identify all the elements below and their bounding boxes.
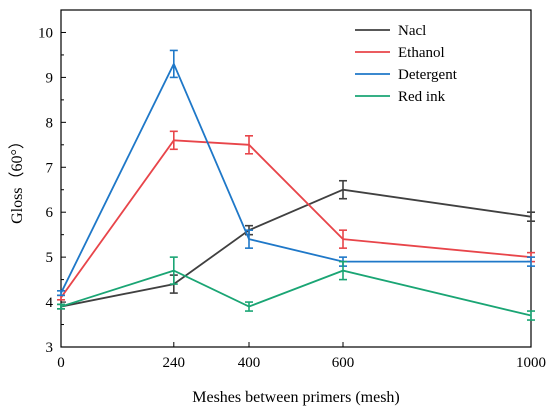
y-tick-label: 5: [46, 250, 54, 266]
legend-item: Red ink: [355, 89, 446, 105]
legend-label: Nacl: [398, 23, 426, 39]
series-line: [60, 61, 531, 294]
error-bar: [57, 290, 65, 297]
y-axis: 3 4 5 6 7 8 9 10: [38, 25, 66, 356]
y-tick-label: 7: [46, 160, 54, 176]
y-tick-label: 10: [38, 25, 53, 41]
error-bar: [245, 229, 253, 249]
plot-frame: [60, 9, 532, 348]
error-bar: [57, 303, 65, 310]
x-tick-label: 400: [238, 355, 261, 371]
legend-item: Nacl: [355, 23, 426, 39]
x-tick-label: 0: [57, 355, 65, 371]
error-bar: [169, 130, 178, 151]
y-axis-title: Gloss（60°）: [8, 133, 26, 224]
legend: Nacl Ethanol Detergent Red ink: [355, 23, 458, 105]
error-bar: [169, 49, 178, 79]
plot-border: [60, 9, 532, 348]
series-ethanol: [57, 130, 535, 301]
error-bar: [245, 301, 253, 312]
y-tick-label: 6: [46, 205, 54, 221]
y-tick-label: 3: [46, 340, 54, 356]
error-bar: [245, 135, 253, 155]
y-tick-label: 4: [46, 295, 54, 311]
x-tick-label: 240: [163, 355, 186, 371]
error-bar: [169, 256, 178, 285]
legend-label: Detergent: [398, 67, 458, 83]
error-bar: [339, 260, 347, 281]
series-red-ink: [57, 256, 535, 321]
legend-item: Detergent: [355, 67, 458, 83]
series-line: [60, 139, 532, 299]
error-bar: [527, 211, 535, 222]
y-tick-label: 8: [46, 115, 54, 131]
error-bar: [339, 179, 347, 200]
x-tick-label: 600: [332, 355, 355, 371]
error-bar: [527, 256, 535, 267]
x-axis: 0 240 400 600 1000: [57, 342, 546, 371]
legend-item: Ethanol: [355, 45, 445, 61]
y-tick-label: 9: [46, 70, 54, 86]
legend-label: Ethanol: [398, 45, 445, 61]
error-bar: [527, 310, 535, 321]
series-nacl: [57, 179, 535, 310]
series-layer: [57, 49, 535, 321]
x-tick-label: 1000: [516, 355, 546, 371]
series-detergent: [57, 49, 535, 297]
legend-label: Red ink: [398, 89, 446, 105]
error-bar: [339, 229, 347, 249]
x-axis-title: Meshes between primers (mesh): [192, 389, 400, 406]
